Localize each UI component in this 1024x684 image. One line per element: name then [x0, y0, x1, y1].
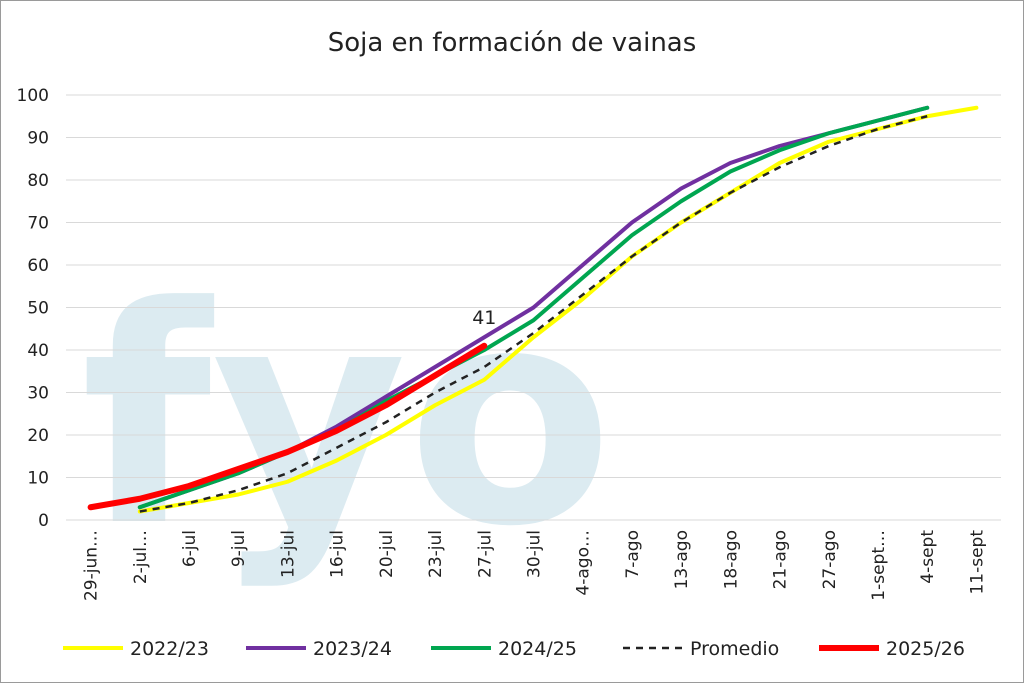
legend-label: Promedio	[690, 638, 779, 660]
x-tick-label: 18-ago	[721, 530, 741, 589]
x-tick-label: 29-jun…	[82, 530, 102, 601]
legend-label: 2025/26	[886, 638, 965, 660]
data-labels: 41	[472, 307, 496, 329]
legend-label: 2022/23	[130, 638, 209, 660]
y-tick-label: 80	[27, 171, 49, 191]
y-tick-label: 50	[27, 299, 49, 319]
x-tick-label: 6-jul	[180, 530, 200, 567]
legend-label: 2023/24	[313, 638, 392, 660]
x-tick-label: 4-ago…	[574, 530, 594, 596]
legend: 2022/23 2023/24 2024/25 Promedio 2025/26	[63, 638, 965, 660]
y-tick-label: 40	[27, 341, 49, 361]
x-tick-label: 21-ago	[771, 530, 791, 589]
x-tick-label: 23-jul	[426, 530, 446, 578]
x-tick-label: 4-sept	[918, 530, 938, 584]
x-tick-label: 20-jul	[377, 530, 397, 578]
x-tick-label: 16-jul	[328, 530, 348, 578]
chart-title: Soja en formación de vainas	[328, 28, 697, 58]
x-tick-label: 13-jul	[278, 530, 298, 578]
y-tick-label: 10	[27, 469, 49, 489]
y-tick-label: 100	[17, 86, 49, 106]
x-tick-label: 11-sept	[967, 530, 987, 595]
x-tick-label: 27-jul	[475, 530, 495, 578]
x-tick-label: 13-ago	[672, 530, 692, 589]
y-tick-label: 70	[27, 214, 49, 234]
data-label: 41	[472, 307, 496, 329]
y-tick-label: 60	[27, 256, 49, 276]
y-tick-label: 0	[38, 511, 49, 531]
y-axis-ticks: 0 10 20 30 40 50 60 70 80 90 100	[17, 86, 49, 531]
x-tick-label: 1-sept…	[869, 530, 889, 601]
legend-label: 2024/25	[498, 638, 577, 660]
x-tick-label: 7-ago	[623, 530, 643, 579]
x-tick-label: 30-jul	[525, 530, 545, 578]
x-tick-label: 2-jul…	[131, 530, 151, 584]
y-tick-label: 30	[27, 384, 49, 404]
y-tick-label: 20	[27, 426, 49, 446]
y-tick-label: 90	[27, 129, 49, 149]
x-tick-label: 9-jul	[229, 530, 249, 567]
x-tick-label: 27-ago	[820, 530, 840, 589]
